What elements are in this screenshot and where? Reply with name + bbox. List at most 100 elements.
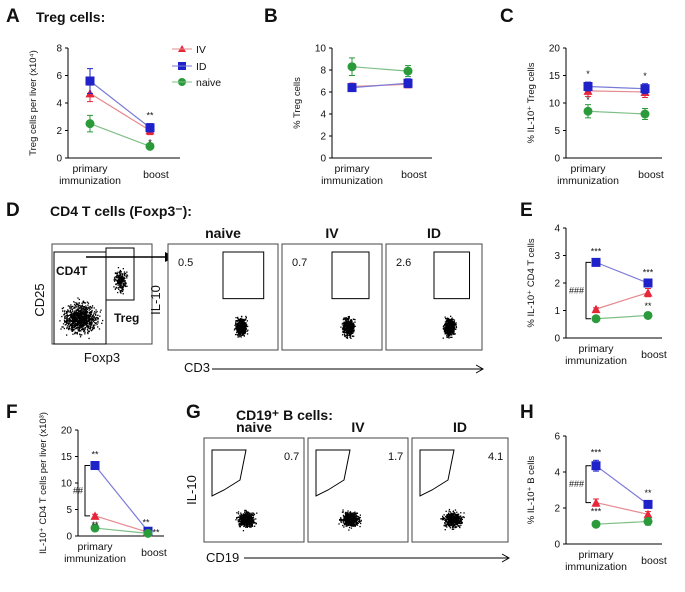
flow-dot [242,321,244,324]
flow-dot [447,515,449,517]
gating-dot [67,328,70,330]
flow-dot [249,512,251,514]
data-point-naive [643,310,653,320]
gating-dot [116,274,118,277]
gating-dot [117,267,120,269]
flow-dot [453,327,455,329]
flow-dot [353,523,355,525]
gating-dot [70,320,72,323]
gating-dot [125,283,127,285]
flow-dot [445,331,447,333]
flow-dot [347,518,349,520]
gating-dot [125,275,127,277]
flow-dot [455,522,457,525]
flow-dot [235,320,237,322]
gating-dot [69,305,71,307]
flow-d-gating-plot: CD4T Treg CD25 Foxp3 [32,243,175,365]
flow-dot [355,521,358,523]
flow-dot [451,334,453,336]
flow-dot [346,517,348,520]
flow-dot [449,323,451,326]
significance-marker: ** [152,527,160,537]
flow-dot [358,519,361,521]
flow-dot [240,519,242,522]
gating-dot [119,287,121,289]
flow-dot [453,515,455,517]
flow-dot [452,517,454,519]
gating-dot [114,278,116,280]
flow-dot [244,519,247,521]
gating-dot [77,328,79,330]
flow-dot [451,332,453,334]
flow-dot [353,525,355,527]
flow-dot [452,517,455,519]
flow-dot [455,520,457,523]
flow-dot [446,326,449,328]
flow-dot [353,323,355,325]
gating-dot [118,281,120,283]
flow-dot [350,333,353,335]
gating-dot [123,284,125,287]
series-line-id [94,465,149,532]
flow-dot [449,334,451,336]
flow-dot [356,524,359,526]
flow-dot [349,321,351,323]
flow-dot [445,520,447,522]
flow-dot [446,523,448,525]
flow-dot [350,523,353,525]
significance-marker: * [586,95,590,105]
gating-dot [75,319,77,321]
gating-dot [71,316,73,318]
significance-marker: * [643,71,647,81]
flow-dot [345,317,348,319]
flow-dot [352,332,354,334]
gating-dot [99,315,101,317]
gating-dot [86,323,88,326]
flow-dot [449,321,451,323]
flow-dot [356,512,358,514]
flow-dot [238,325,240,327]
gating-dot [86,322,88,325]
flow-dot [241,323,243,326]
flow-dot [448,330,450,332]
flow-dot [243,321,245,323]
gating-dot [88,307,90,309]
flow-dot [350,519,352,522]
gating-dot [123,272,125,275]
flow-dot [452,321,454,324]
flow-dot [450,319,452,321]
gating-dot [88,318,90,320]
flow-dot [349,523,351,526]
gating-dot [76,323,79,325]
flow-dot [347,521,349,523]
flow-dot [457,522,459,524]
flow-dot [349,511,352,513]
flow-dot [344,522,346,524]
gating-dot [62,326,64,328]
series-line-iv [595,292,649,310]
flow-d-x-arrowhead [475,364,485,374]
flow-dot [346,322,348,324]
gating-dot [86,315,88,317]
gating-dot [115,279,117,281]
gating-dot [79,326,81,328]
flow-dot [342,524,344,527]
gating-dot [81,304,84,306]
flow-dot [244,511,246,513]
gating-dot [76,325,78,327]
flow-dot [242,515,244,517]
gating-dot [76,302,78,304]
gate-treg [105,247,135,301]
flow-dot [255,523,257,525]
flow-dot [445,330,447,332]
gating-dot [118,284,121,286]
gating-dot [85,324,87,326]
flow-percentage-iv: 0.7 [292,257,307,269]
gating-dot [93,328,95,330]
series-line-iv [595,502,649,515]
gating-dot [77,303,79,305]
gating-dot [120,292,122,294]
flow-dot [444,529,446,531]
gating-dot [120,275,123,277]
flow-dot [341,323,343,325]
